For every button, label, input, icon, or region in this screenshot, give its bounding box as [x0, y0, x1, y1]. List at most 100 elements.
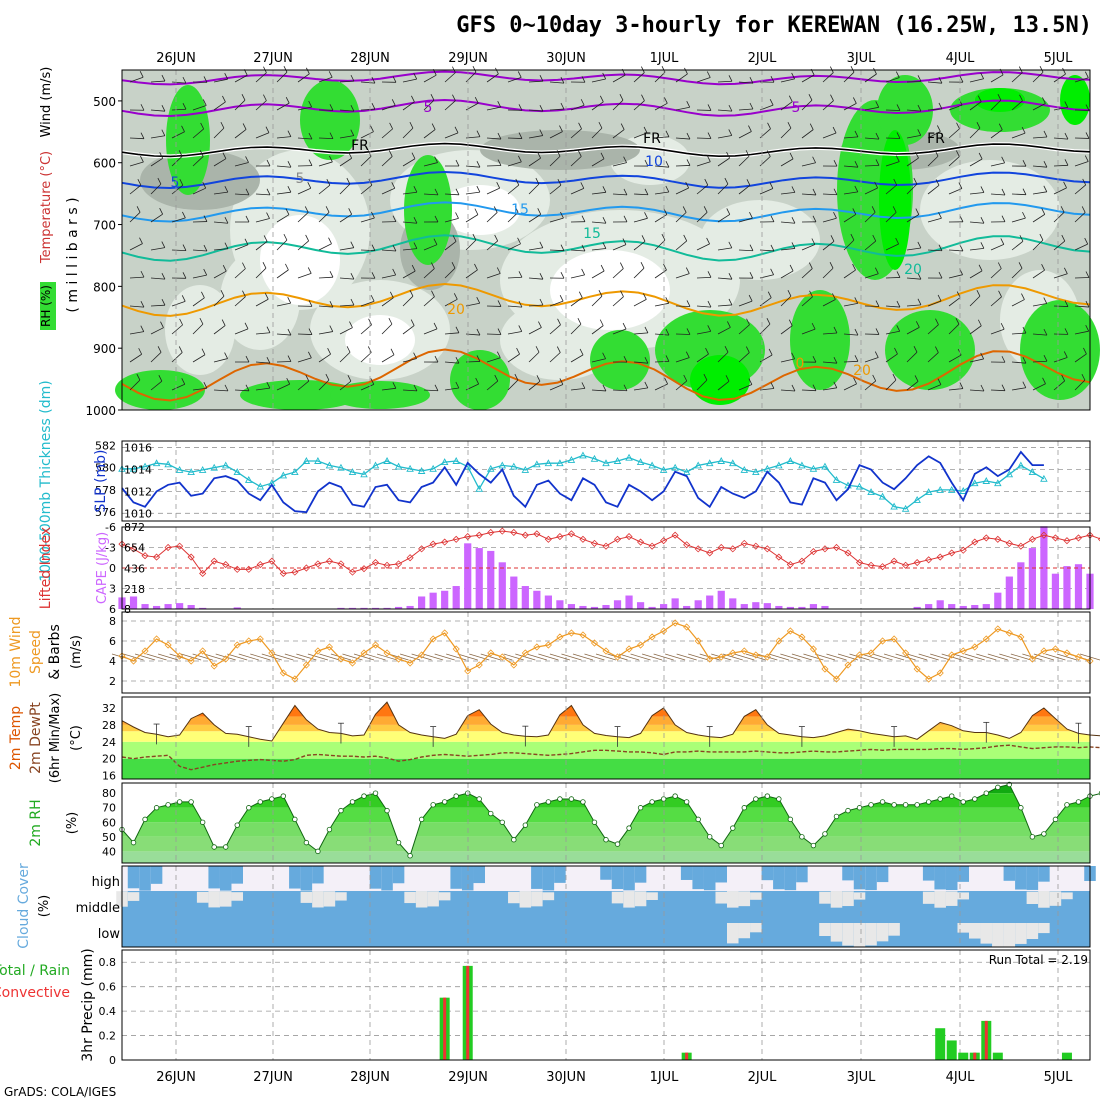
lifted-index-marker	[809, 548, 817, 556]
rh-marker	[315, 848, 321, 855]
wind-barb-flag	[539, 104, 544, 112]
rh-marker	[303, 839, 310, 846]
moist-green-region	[404, 155, 452, 265]
very-dry-region	[440, 185, 520, 235]
wind-barb	[864, 240, 877, 251]
wind-barb-flag	[518, 132, 523, 139]
wind-speed-marker	[291, 675, 299, 683]
wind-barb-flag	[1001, 215, 1006, 222]
wind-barb-flag	[518, 325, 523, 332]
wind-barb	[150, 80, 165, 83]
moist-green-region	[590, 330, 650, 390]
wind-barb	[171, 383, 185, 391]
wind-barb-flag	[791, 384, 796, 392]
wind-barb	[234, 296, 246, 307]
wind-barb	[843, 333, 858, 336]
wind-barb-flag	[413, 72, 418, 80]
wind-barb-flag	[854, 355, 859, 362]
thickness-marker	[360, 470, 368, 478]
wind-barb	[1011, 193, 1027, 196]
wind-tick: 6	[109, 635, 116, 648]
cloud-low-gap	[750, 923, 762, 933]
wind-barb-flag	[494, 234, 499, 242]
cloud-low-gap	[1015, 923, 1027, 944]
thickness-marker	[867, 488, 875, 496]
rh-marker	[580, 799, 586, 805]
wind-barb	[780, 158, 794, 167]
wind-barb	[129, 276, 144, 279]
wind-tick: 8	[109, 615, 116, 628]
rh-marker	[1041, 831, 1047, 837]
lifted-index-marker	[740, 539, 748, 547]
lifted-index-marker	[314, 560, 322, 568]
rh-marker	[626, 825, 632, 831]
wind-barb	[948, 104, 963, 111]
wind-barb-flag	[346, 346, 351, 353]
rh-marker	[418, 816, 425, 823]
wind-barb-flag	[685, 267, 690, 274]
wind-barb	[591, 270, 605, 279]
wind-barb	[990, 268, 1002, 279]
lifted-index-marker	[187, 553, 195, 561]
wind-barb	[402, 295, 414, 307]
wind-barb	[883, 653, 905, 661]
wind-barb	[339, 327, 353, 335]
thickness-marker	[982, 477, 991, 484]
wind-barb-flag	[642, 293, 647, 300]
wind-barb	[976, 653, 997, 661]
wind-barb	[584, 653, 605, 661]
cloud-mid-gap	[922, 891, 935, 904]
dry-region	[165, 285, 235, 375]
temp-label-a: 2m Temp	[8, 706, 24, 770]
wind-label-a: 10m Wind	[8, 616, 24, 687]
wind-barb-flag	[139, 71, 144, 78]
wind-barb	[906, 157, 919, 167]
wind-barb	[318, 353, 331, 363]
wind-barb-flag	[875, 132, 880, 140]
wind-barb-flag	[644, 188, 649, 195]
wind-barb-flag	[581, 215, 586, 222]
moist-green-region	[885, 310, 975, 390]
cape-bar	[348, 607, 357, 609]
rh-marker	[511, 837, 517, 843]
wind-barb-flag	[307, 182, 312, 189]
cape-bar	[959, 605, 967, 609]
wind-barb	[234, 389, 249, 392]
rh-marker	[707, 834, 713, 840]
wind-barb-flag	[1084, 237, 1089, 245]
wind-speed-marker	[717, 653, 725, 661]
wind-barb-flag	[602, 72, 607, 80]
wind-barb	[948, 323, 960, 335]
wind-barb	[150, 277, 165, 280]
wind-barb-flag	[203, 382, 208, 389]
cape-bar	[683, 605, 691, 609]
wind-barb	[486, 273, 501, 279]
panel-frame	[121, 611, 1091, 694]
wind-barb	[171, 352, 183, 363]
cloud-mid-gap	[231, 892, 243, 901]
wind-barb-flag	[539, 272, 544, 280]
rh-marker	[246, 805, 252, 811]
wind-barb	[528, 214, 541, 223]
thickness-marker	[786, 457, 795, 464]
lifted-index-marker	[475, 531, 483, 539]
thickness-marker	[682, 468, 691, 476]
wind-barb-flag	[476, 355, 481, 362]
precip-conv-label: Convective	[0, 985, 70, 1001]
thickness-marker	[1017, 461, 1025, 469]
wind-barb-flag	[620, 123, 625, 130]
wind-barb-flag	[875, 159, 880, 166]
wind-barb-flag	[913, 346, 918, 353]
wind-barb	[1053, 73, 1066, 83]
wind-barb	[444, 72, 456, 83]
cloud-high-cell	[773, 866, 785, 890]
wind-barb	[675, 106, 690, 111]
wind-barb-flag	[791, 186, 796, 193]
contour-label: 20	[447, 302, 465, 318]
wind-barb	[717, 157, 730, 167]
wind-barb	[570, 297, 583, 307]
rh-marker	[822, 831, 828, 837]
wind-speed-marker	[936, 669, 944, 677]
thickness-marker	[752, 468, 760, 476]
wind-barb-flag	[935, 318, 939, 325]
